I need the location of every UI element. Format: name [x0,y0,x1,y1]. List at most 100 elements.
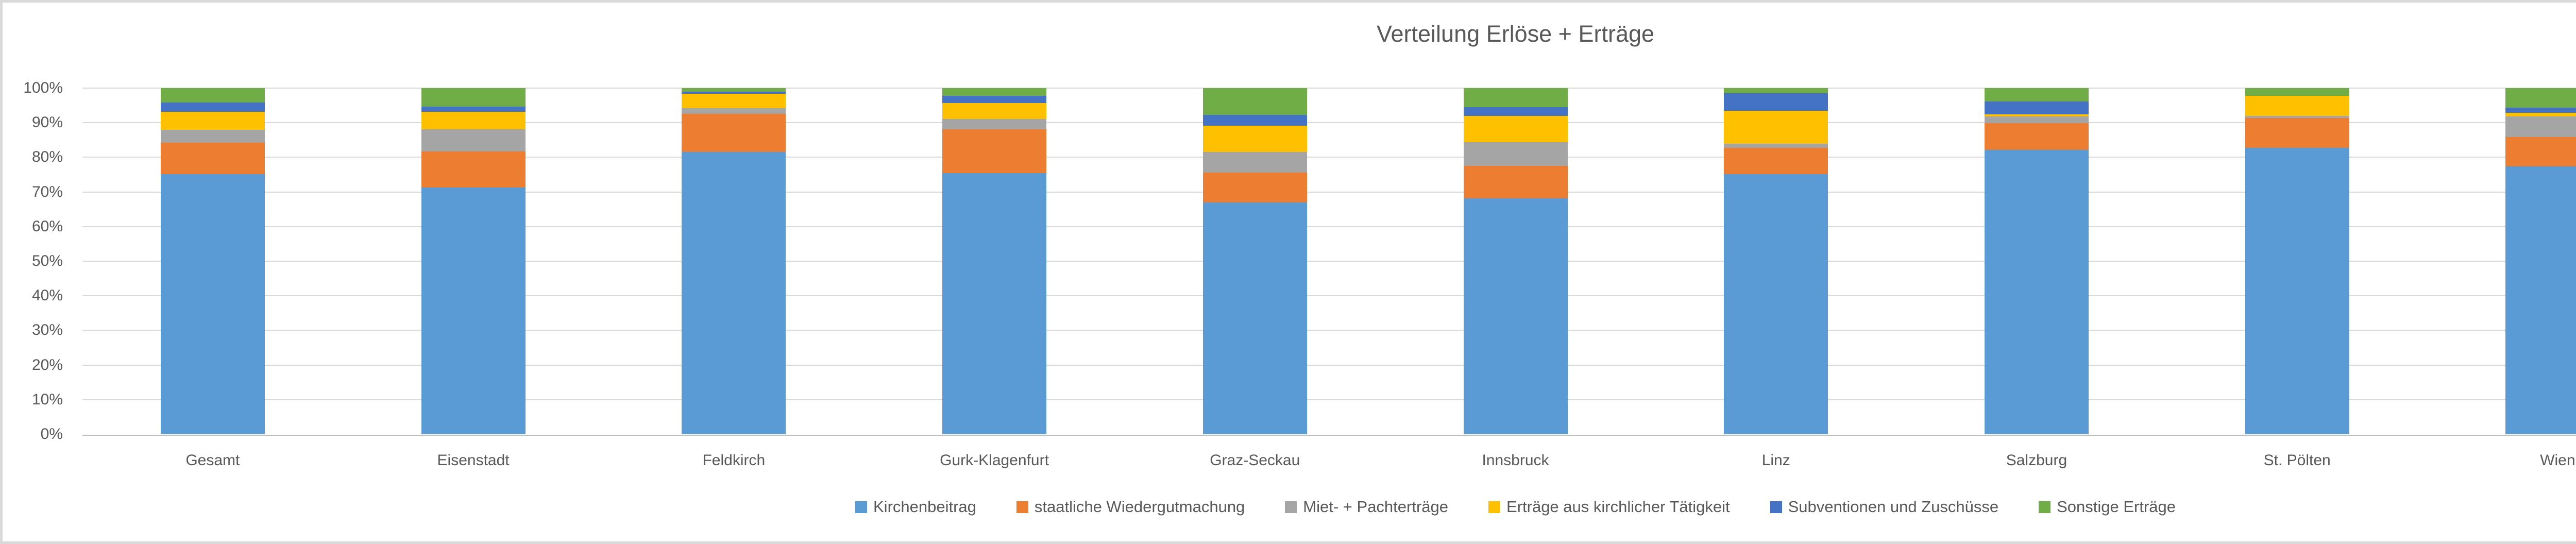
bar-segment-staatliche-wiedergutmachung [160,142,265,174]
bar-segment-staatliche-wiedergutmachung [942,129,1047,174]
legend-label: Subventionen und Zuschüsse [1788,498,1999,516]
legend-item-sonstige-erträge: Sonstige Erträge [2039,498,2176,516]
bar-segment-subventionen-und-zuschüsse [1724,93,1828,111]
y-axis-tick-label: 100% [23,79,63,96]
bar-segment-miet-pachterträge [682,108,786,114]
gridline-50 [82,261,2576,262]
bar-segment-miet-pachterträge [2245,116,2349,118]
x-axis-category-label-eisenstadt: Eisenstadt [437,452,510,469]
gridline-90 [82,122,2576,124]
bar-segment-sonstige-erträge [942,88,1047,96]
x-axis-category-label-innsbruck: Innsbruck [1482,452,1549,469]
bar-segment-sonstige-erträge [2505,88,2576,108]
bar-segment-subventionen-und-zuschüsse [1984,101,2089,115]
bar-segment-kirchenbeitrag [1202,202,1307,434]
legend-swatch-icon [2039,501,2051,513]
bar-segment-erträge-aus-kirchlicher-tätigkeit [682,94,786,108]
legend-item-erträge-aus-kirchlicher-tätigkeit: Erträge aus kirchlicher Tätigkeit [1488,498,1730,516]
bar-segment-staatliche-wiedergutmachung [682,113,786,152]
y-axis-tick-label: 40% [31,287,63,304]
bar-segment-subventionen-und-zuschüsse [2505,107,2576,113]
bar-segment-miet-pachterträge [1202,152,1307,173]
bar-segment-erträge-aus-kirchlicher-tätigkeit [2245,96,2349,116]
bar-segment-miet-pachterträge [421,129,526,151]
bar-segment-staatliche-wiedergutmachung [2505,137,2576,166]
bar-segment-subventionen-und-zuschüsse [160,102,265,112]
x-axis-category-label-gurk-klagenfurt: Gurk-Klagenfurt [940,452,1049,469]
bar-column-wien [2505,88,2576,434]
legend-label: staatliche Wiedergutmachung [1034,498,1245,516]
x-axis-category-label-st-pölten: St. Pölten [2263,452,2331,469]
bar-segment-miet-pachterträge [160,129,265,143]
bar-segment-sonstige-erträge [421,88,526,107]
x-axis-category-label-wien: Wien [2540,452,2575,469]
y-axis-tick-label: 10% [31,390,63,408]
bar-segment-subventionen-und-zuschüsse [1463,107,1568,116]
y-axis-tick-label: 90% [31,114,63,131]
bar-column-linz [1724,88,1828,434]
legend-label: Kirchenbeitrag [873,498,976,516]
bar-segment-kirchenbeitrag [942,173,1047,434]
legend-label: Erträge aus kirchlicher Tätigkeit [1506,498,1730,516]
bar-segment-erträge-aus-kirchlicher-tätigkeit [942,103,1047,119]
chart-title: Verteilung Erlöse + Erträge [1376,21,1655,47]
bar-segment-subventionen-und-zuschüsse [1202,115,1307,126]
bar-segment-erträge-aus-kirchlicher-tätigkeit [1463,115,1568,142]
bar-segment-kirchenbeitrag [2245,147,2349,434]
bar-segment-miet-pachterträge [1463,142,1568,166]
bar-segment-erträge-aus-kirchlicher-tätigkeit [1202,125,1307,152]
bar-segment-erträge-aus-kirchlicher-tätigkeit [160,111,265,130]
bar-column-graz-seckau [1202,88,1307,434]
legend-swatch-icon [1285,501,1297,513]
bar-column-innsbruck [1463,88,1568,434]
x-axis-category-label-salzburg: Salzburg [2006,452,2067,469]
bar-segment-sonstige-erträge [1984,88,2089,101]
bar-segment-kirchenbeitrag [2505,166,2576,434]
legend-item-kirchenbeitrag: Kirchenbeitrag [855,498,976,516]
x-axis-category-label-feldkirch: Feldkirch [702,452,766,469]
legend-swatch-icon [855,501,867,513]
y-axis-tick-label: 20% [31,356,63,373]
bar-segment-kirchenbeitrag [1463,198,1568,434]
gridline-60 [82,226,2576,227]
bar-segment-subventionen-und-zuschüsse [421,107,526,112]
bar-segment-staatliche-wiedergutmachung [2245,118,2349,148]
gridline-80 [82,157,2576,158]
gridline-70 [82,191,2576,193]
bar-column-eisenstadt [421,88,526,434]
bar-segment-erträge-aus-kirchlicher-tätigkeit [2505,112,2576,117]
bar-segment-sonstige-erträge [1724,88,1828,94]
bar-segment-staatliche-wiedergutmachung [421,151,526,188]
legend-item-miet-pachterträge: Miet- + Pachterträge [1285,498,1448,516]
bar-segment-sonstige-erträge [160,88,265,103]
legend-item-subventionen-und-zuschüsse: Subventionen und Zuschüsse [1770,498,1998,516]
bar-column-feldkirch [682,88,786,434]
gridline-40 [82,295,2576,297]
x-axis-line [82,435,2576,436]
y-axis-tick-label: 80% [31,148,63,166]
bar-column-gesamt [160,88,265,434]
y-axis-tick-label: 30% [31,321,63,339]
bar-segment-erträge-aus-kirchlicher-tätigkeit [1724,110,1828,144]
bar-segment-erträge-aus-kirchlicher-tätigkeit [421,111,526,129]
gridline-30 [82,330,2576,331]
x-axis-category-label-graz-seckau: Graz-Seckau [1210,452,1300,469]
bar-segment-erträge-aus-kirchlicher-tätigkeit [1984,114,2089,117]
bar-segment-staatliche-wiedergutmachung [1463,166,1568,198]
bar-segment-subventionen-und-zuschüsse [942,96,1047,103]
legend-item-staatliche-wiedergutmachung: staatliche Wiedergutmachung [1016,498,1245,516]
bar-column-salzburg [1984,88,2089,434]
plot-area [82,88,2576,436]
gridline-100 [82,88,2576,89]
bar-segment-kirchenbeitrag [1724,174,1828,434]
bar-segment-kirchenbeitrag [682,151,786,434]
y-axis-tick-label: 0% [40,426,63,443]
bar-column-st-pölten [2245,88,2349,434]
x-axis-category-label-gesamt: Gesamt [185,452,240,469]
bar-segment-miet-pachterträge [2505,116,2576,138]
bar-segment-miet-pachterträge [942,118,1047,129]
bar-segment-kirchenbeitrag [421,187,526,434]
legend-swatch-icon [1770,501,1782,513]
bar-segment-sonstige-erträge [1463,88,1568,107]
gridline-20 [82,364,2576,366]
